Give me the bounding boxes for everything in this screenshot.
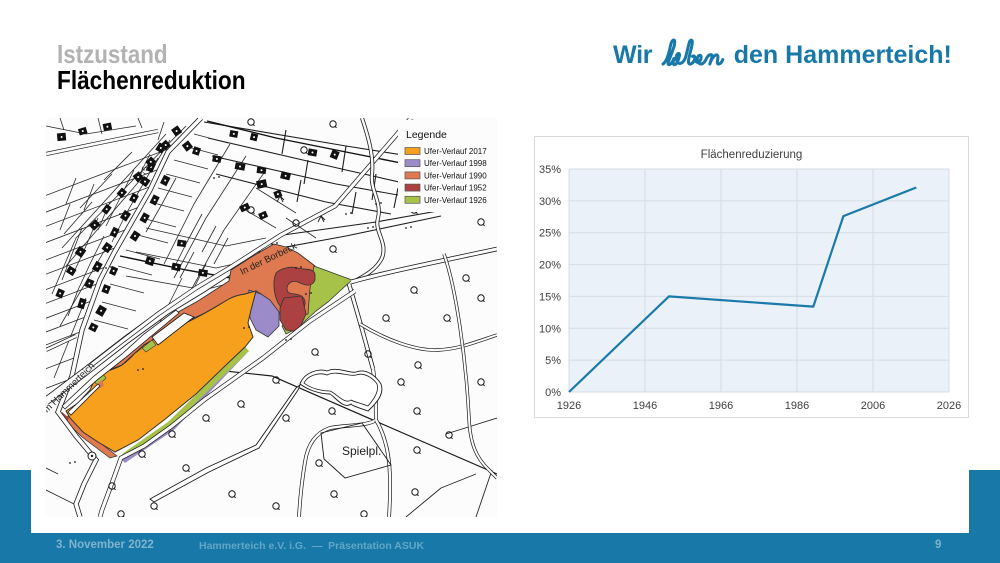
svg-text:5%: 5% [545,355,561,367]
svg-text:Spielpl.: Spielpl. [342,444,381,458]
svg-text:Ufer-Verlauf 2017: Ufer-Verlauf 2017 [424,147,487,156]
svg-text:Ufer-Verlauf 1990: Ufer-Verlauf 1990 [424,171,487,180]
svg-text:1966: 1966 [709,400,733,412]
svg-text:35%: 35% [539,164,561,176]
svg-text:75: 75 [139,165,150,176]
svg-text:Flächenreduzierung: Flächenreduzierung [701,149,803,161]
svg-text:Ufer-Verlauf 1952: Ufer-Verlauf 1952 [424,184,487,193]
svg-text:25%: 25% [539,228,561,240]
svg-text:2026: 2026 [937,400,961,412]
svg-text:1946: 1946 [633,400,657,412]
svg-text:1926: 1926 [557,400,581,412]
svg-text:30%: 30% [539,196,561,208]
svg-text:0%: 0% [545,387,561,399]
svg-text:10%: 10% [539,323,561,335]
svg-text:Ufer-Verlauf 1926: Ufer-Verlauf 1926 [424,196,487,205]
svg-text:2006: 2006 [861,400,885,412]
svg-text:Legende: Legende [406,129,447,141]
svg-text:1986: 1986 [785,400,809,412]
svg-text:15%: 15% [539,291,561,303]
svg-text:Ufer-Verlauf 1998: Ufer-Verlauf 1998 [424,159,487,168]
svg-text:20%: 20% [539,260,561,272]
